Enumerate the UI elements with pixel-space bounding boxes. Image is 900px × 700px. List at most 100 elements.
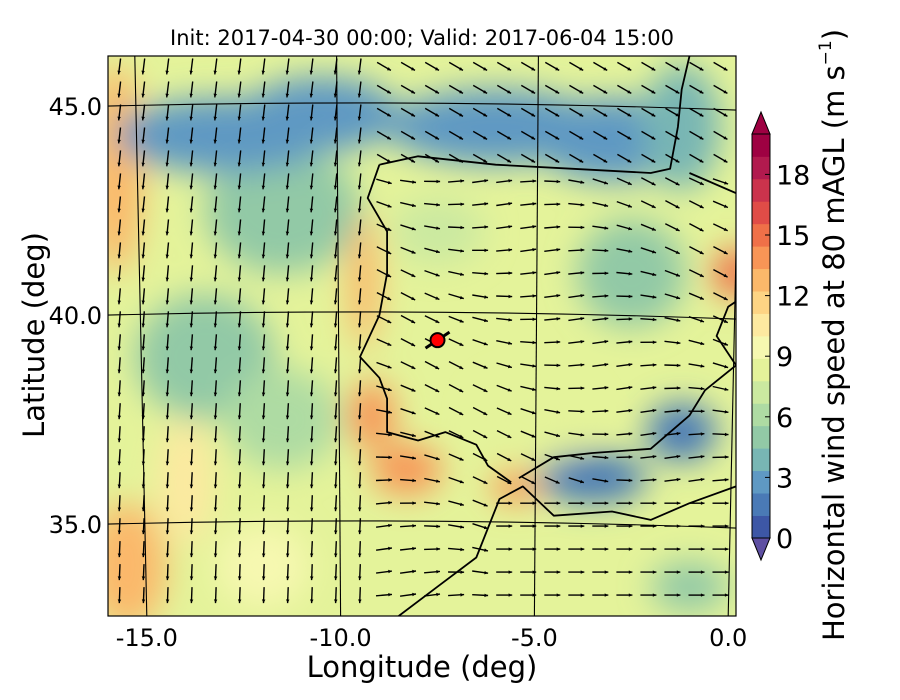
wind-arrow-head <box>189 277 194 282</box>
wind-arrow-head <box>532 179 537 183</box>
wind-arrow-head <box>333 438 338 443</box>
wind-arrow-head <box>675 90 680 94</box>
wind-arrow-head <box>532 340 537 345</box>
wind-arrow-head <box>507 113 512 117</box>
wind-arrow-head <box>411 342 416 346</box>
wind-arrow-head <box>580 317 585 321</box>
wind-arrow-head <box>555 480 560 484</box>
wind-arrow-head <box>358 530 362 535</box>
wind-arrow-head <box>532 317 537 321</box>
wind-arrow-head <box>531 410 536 415</box>
wind-arrow-head <box>507 90 512 94</box>
wind-arrow-head <box>580 433 585 437</box>
wind-arrow-head <box>309 300 314 305</box>
wind-arrow-head <box>237 208 242 213</box>
field-patch <box>538 453 647 504</box>
wind-arrow-head <box>676 409 681 413</box>
wind-arrow-head <box>387 387 392 392</box>
wind-arrow-head <box>310 553 314 558</box>
graticule-meridian <box>134 56 148 616</box>
wind-arrow-head <box>724 364 729 369</box>
wind-arrow-head <box>628 547 633 551</box>
wind-arrow-head <box>387 296 392 300</box>
wind-arrow-head <box>412 569 416 574</box>
wind-arrow-head <box>165 300 170 305</box>
wind-arrow-head <box>652 455 657 459</box>
wind-arrow-head <box>310 576 314 581</box>
wind-arrow-head <box>388 410 392 414</box>
wind-arrow-head <box>699 181 704 185</box>
wind-arrow-head <box>652 317 657 322</box>
wind-arrow-head <box>309 231 314 236</box>
wind-arrow-head <box>435 434 440 438</box>
wind-arrow-head <box>484 548 488 552</box>
wind-arrow-head <box>411 296 416 300</box>
wind-arrow-head <box>165 323 170 328</box>
wind-arrow-head <box>508 524 513 528</box>
wind-arrow-head <box>483 113 488 117</box>
field-patch <box>216 524 310 608</box>
wind-arrow-head <box>580 479 584 484</box>
wind-arrow-head <box>165 277 169 282</box>
wind-arrow-head <box>651 113 656 117</box>
wind-arrow-head <box>555 136 560 140</box>
wind-arrow-head <box>700 570 705 574</box>
wind-arrow-head <box>286 599 290 604</box>
wind-arrow-head <box>436 524 441 529</box>
wind-arrow-head <box>508 501 513 505</box>
wind-arrow-head <box>628 478 633 483</box>
plot-area <box>108 56 736 616</box>
wind-arrow-head <box>628 294 633 299</box>
y-tick-label: 45.0 <box>49 93 102 121</box>
wind-arrow-head <box>435 365 440 369</box>
wind-arrow-head <box>261 438 266 443</box>
wind-arrow-head <box>652 478 657 482</box>
wind-arrow-head <box>508 547 513 551</box>
wind-arrow-head <box>676 318 681 322</box>
wind-arrow-head <box>309 507 314 512</box>
wind-arrow-head <box>435 90 439 94</box>
wind-arrow-head <box>459 159 463 163</box>
wind-arrow-head <box>604 226 609 230</box>
wind-arrow-head <box>652 570 657 574</box>
wind-arrow-head <box>675 67 680 71</box>
wind-arrow-head <box>261 415 266 420</box>
wind-arrow-head <box>700 455 705 459</box>
wind-arrow-head <box>411 319 416 323</box>
wind-arrow-head <box>309 369 314 374</box>
graticule <box>108 56 736 616</box>
y-tick-label: 35.0 <box>49 511 102 539</box>
wind-arrow-head <box>309 185 314 190</box>
wind-arrow-head <box>652 295 657 299</box>
axes: -15.0 -10.0 -5.0 0.0 45.0 40.0 35.0 <box>49 93 748 652</box>
colorbar-tick-label: 15 <box>776 221 810 252</box>
wind-arrow-head <box>141 553 146 558</box>
wind-arrow-head <box>580 570 585 574</box>
wind-arrow-head <box>358 484 362 489</box>
wind-arrow-head <box>386 90 391 94</box>
wind-arrow-head <box>117 70 121 75</box>
wind-arrow-head <box>165 162 169 167</box>
wind-arrow-head <box>117 415 122 420</box>
wind-arrow-head <box>531 67 536 71</box>
wind-arrow-head <box>285 93 290 98</box>
wind-arrow-head <box>700 477 705 482</box>
wind-arrow-head <box>723 319 728 323</box>
wind-arrow-head <box>484 593 489 598</box>
wind-arrow-head <box>189 116 193 121</box>
wind-arrow-head <box>117 162 121 167</box>
wind-arrow-head <box>165 208 169 213</box>
wind-arrow-head <box>580 547 585 551</box>
wind-arrow-head <box>651 159 656 163</box>
wind-arrow-head <box>386 136 391 140</box>
wind-arrow-head <box>388 501 392 505</box>
wind-arrow-head <box>117 576 122 581</box>
wind-arrow-head <box>580 363 585 367</box>
wind-arrow-head <box>652 501 657 505</box>
wind-arrow-head <box>508 202 513 206</box>
wind-arrow-head <box>237 507 242 512</box>
wind-arrow-head <box>532 524 537 528</box>
x-axis-label: Longitude (deg) <box>306 650 538 684</box>
wind-arrow-head <box>388 455 392 460</box>
wind-arrow-head <box>604 203 609 207</box>
